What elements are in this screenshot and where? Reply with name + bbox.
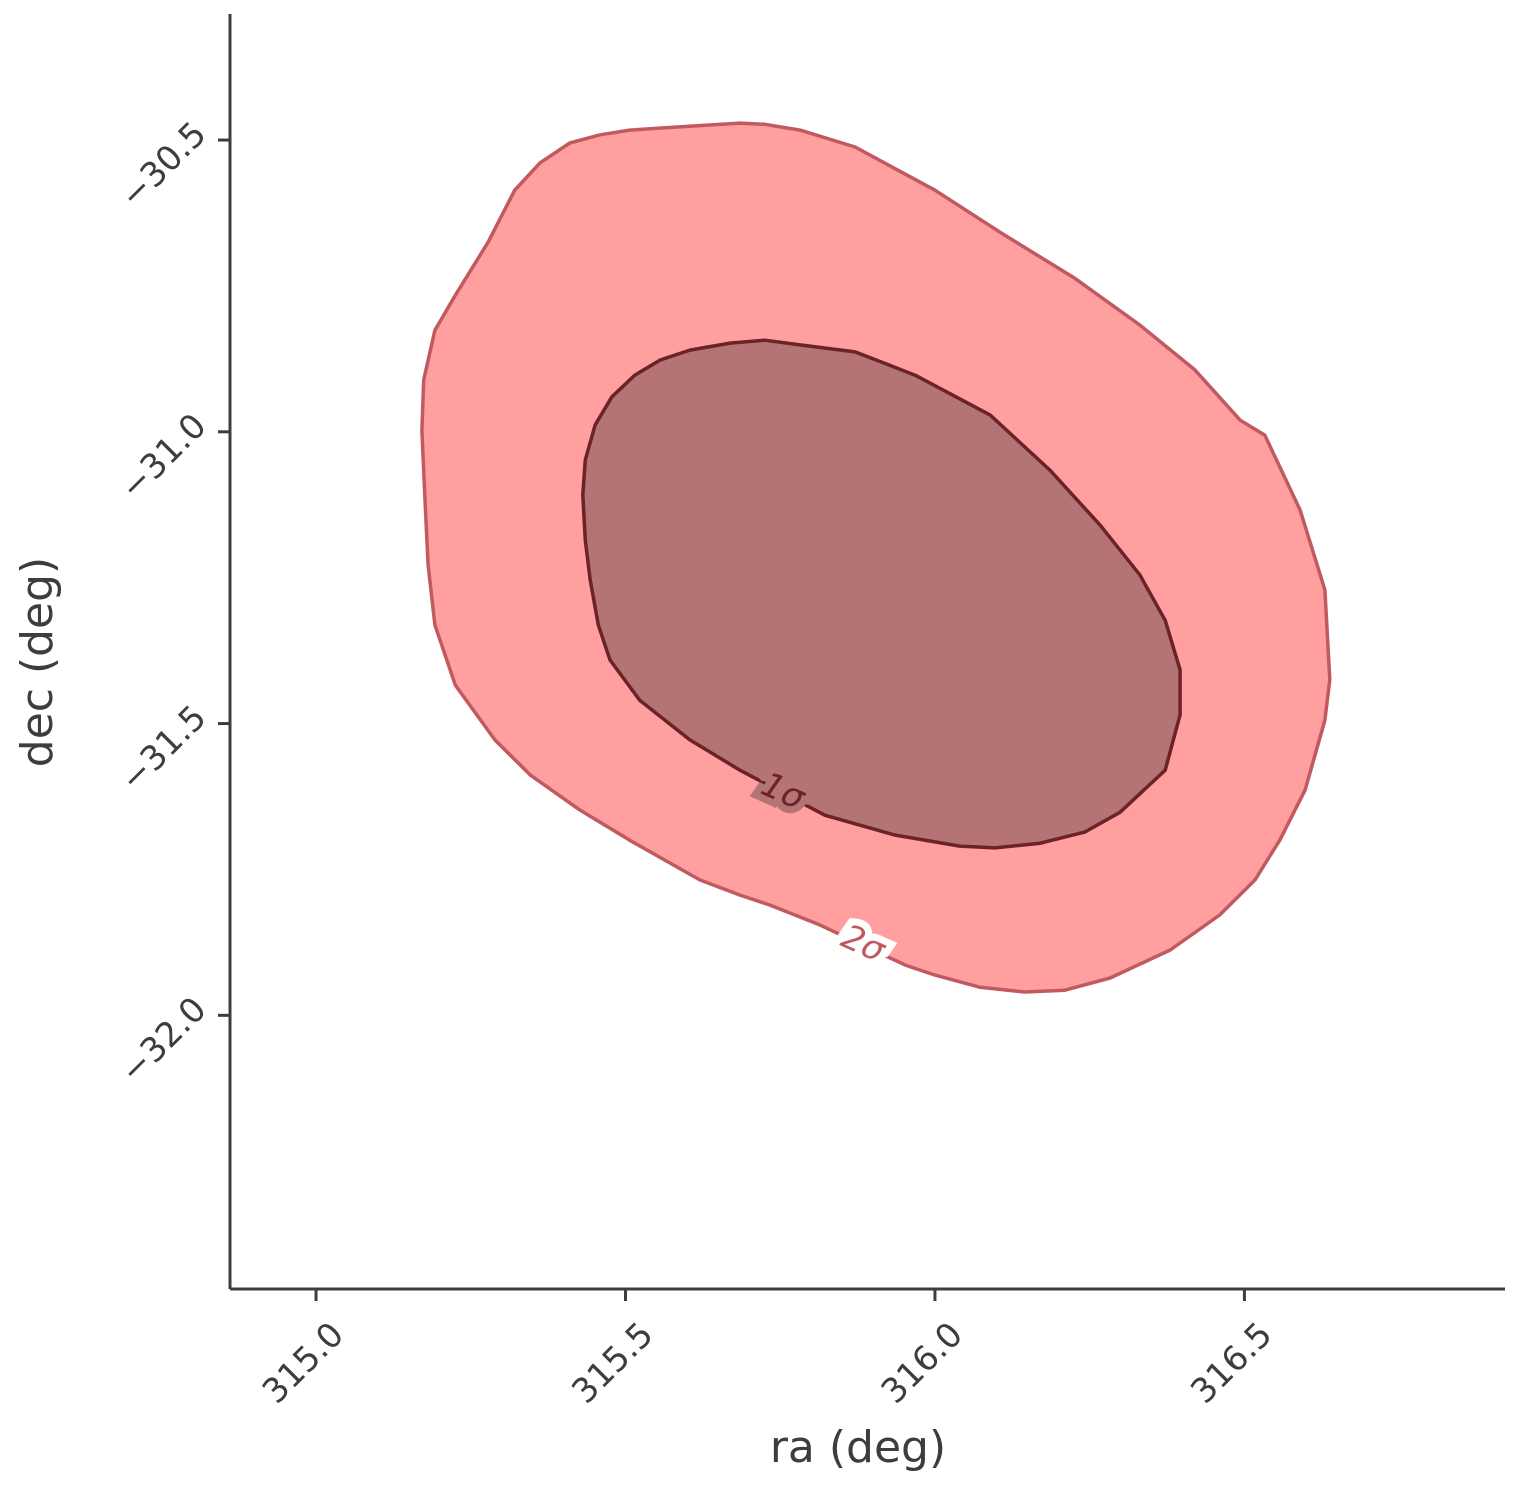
x-axis-label: ra (deg)	[770, 1422, 946, 1473]
x-tick-label: 315.5	[564, 1315, 661, 1412]
y-tick-label: −30.5	[112, 114, 214, 216]
x-tick-label: 316.0	[874, 1315, 971, 1412]
y-tick-label: −31.5	[112, 698, 214, 800]
x-tick-label: 316.5	[1183, 1315, 1280, 1412]
x-tick-label: 315.0	[255, 1315, 352, 1412]
y-tick-label: −31.0	[112, 406, 214, 508]
y-tick-label: −32.0	[112, 989, 214, 1091]
contour-region	[581, 338, 1182, 850]
y-axis-label: dec (deg)	[12, 557, 63, 767]
